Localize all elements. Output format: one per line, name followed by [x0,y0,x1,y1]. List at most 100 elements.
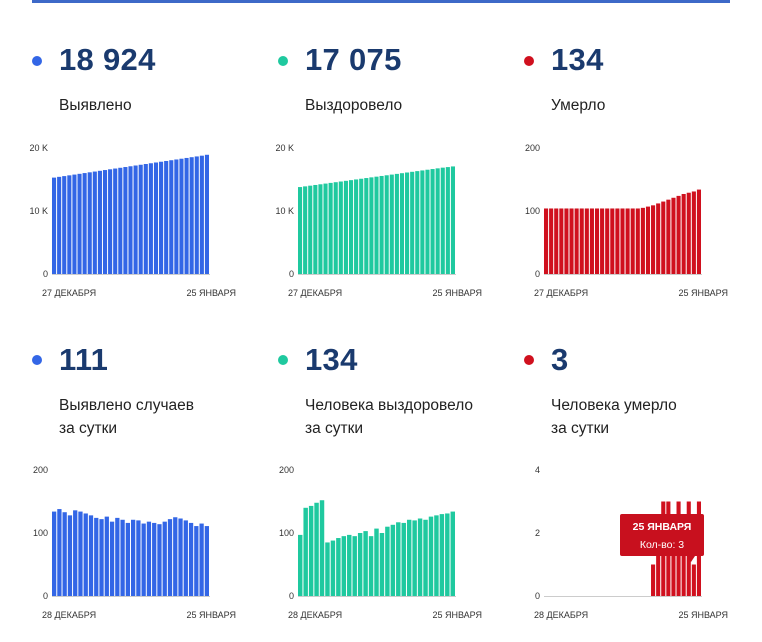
bar[interactable] [450,166,455,274]
bar[interactable] [88,515,94,596]
bar[interactable] [368,536,374,596]
bar[interactable] [123,167,128,274]
bar[interactable] [374,176,379,274]
bar[interactable] [179,158,184,274]
bar[interactable] [691,564,696,597]
bar[interactable] [347,534,352,596]
bar[interactable] [194,156,199,274]
bar[interactable] [146,521,152,596]
bar[interactable] [94,517,99,596]
bar[interactable] [159,161,164,274]
bar[interactable] [630,208,635,274]
bar[interactable] [97,170,102,274]
bar[interactable] [183,520,188,596]
bar[interactable] [204,154,209,274]
bar[interactable] [308,185,313,274]
bar[interactable] [113,168,118,274]
bar[interactable] [102,170,108,274]
bar[interactable] [635,208,640,274]
bar[interactable] [128,166,133,274]
bar[interactable] [589,208,594,274]
bar[interactable] [303,507,308,596]
bar[interactable] [313,184,318,274]
bar[interactable] [333,182,338,274]
bar[interactable] [72,174,77,274]
bar[interactable] [189,157,194,274]
bar[interactable] [579,208,584,274]
bar[interactable] [323,183,328,274]
bar[interactable] [363,531,368,596]
bar[interactable] [625,208,630,274]
bar[interactable] [328,182,333,274]
bar[interactable] [338,181,343,274]
bar[interactable] [417,518,423,596]
bar[interactable] [671,533,676,596]
bar[interactable] [178,518,183,596]
bar[interactable] [348,180,354,274]
bar[interactable] [620,208,625,274]
bar[interactable] [52,511,57,596]
bar[interactable] [399,173,405,274]
bar[interactable] [162,521,167,596]
bar[interactable] [188,522,194,596]
bar[interactable] [115,517,120,596]
bar[interactable] [108,169,113,274]
bar[interactable] [574,208,579,274]
bar[interactable] [318,184,323,274]
bar[interactable] [430,169,435,274]
bar[interactable] [435,168,440,274]
bar[interactable] [439,514,445,596]
bar[interactable] [164,160,169,274]
bar[interactable] [554,208,559,274]
bar[interactable] [605,208,610,274]
bar[interactable] [445,513,450,596]
bar[interactable] [385,526,390,596]
bar[interactable] [336,538,341,596]
bar[interactable] [600,208,605,274]
bar[interactable] [173,517,178,596]
bar[interactable] [410,171,415,274]
bar[interactable] [364,178,369,274]
bar[interactable] [564,208,569,274]
bar[interactable] [405,172,410,274]
bar[interactable] [99,519,104,596]
bar[interactable] [57,509,62,596]
bar[interactable] [406,519,412,596]
bar[interactable] [415,171,420,274]
bar[interactable] [298,534,303,596]
bar[interactable] [174,159,179,274]
bar[interactable] [354,179,359,274]
bar[interactable] [412,520,417,596]
bar[interactable] [141,523,146,596]
bar[interactable] [390,524,396,596]
bar[interactable] [148,163,153,274]
bar[interactable] [389,174,394,274]
bar[interactable] [369,177,374,274]
bar[interactable] [152,522,157,596]
bar[interactable] [204,526,209,596]
bar[interactable] [401,522,406,596]
bar[interactable] [445,167,450,274]
bar[interactable] [308,505,314,596]
bar[interactable] [314,502,319,596]
bar[interactable] [686,192,691,274]
bar[interactable] [610,208,615,274]
bar[interactable] [645,206,651,274]
bar[interactable] [676,195,681,274]
bar[interactable] [73,510,78,596]
bar[interactable] [450,511,455,596]
bar[interactable] [104,516,109,596]
bar[interactable] [691,191,696,274]
bar[interactable] [584,208,589,274]
bar[interactable] [52,177,57,274]
bar[interactable] [194,526,199,596]
bar[interactable] [118,167,123,274]
bar[interactable] [379,175,384,274]
bar[interactable] [661,201,666,274]
bar[interactable] [92,171,97,274]
bar[interactable] [67,515,73,596]
bar[interactable] [651,564,656,597]
bar[interactable] [396,522,401,596]
bar[interactable] [138,164,143,274]
bar[interactable] [325,542,330,596]
